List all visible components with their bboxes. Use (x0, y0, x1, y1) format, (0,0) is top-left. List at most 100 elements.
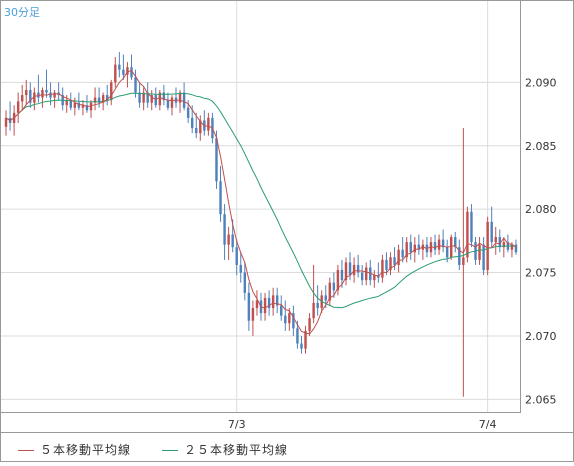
candle-body (405, 242, 408, 258)
candle (316, 285, 319, 316)
candle (267, 290, 271, 316)
candle-body (373, 275, 376, 281)
candle-body (29, 90, 32, 103)
grid-lines (0, 0, 520, 412)
candle-body (114, 64, 117, 83)
candle (243, 262, 247, 301)
candle-body (134, 77, 137, 93)
y-tick-label: 2.070 (525, 330, 557, 343)
timeframe-label: 30分足 (4, 6, 40, 19)
candle (284, 300, 287, 331)
candle-body (53, 92, 56, 98)
candle (12, 105, 16, 136)
candle (381, 254, 384, 283)
candle (33, 87, 36, 111)
candles (4, 51, 518, 397)
candle (308, 313, 311, 336)
candle (146, 82, 149, 108)
candle-body (89, 102, 93, 111)
candle-body (365, 267, 368, 281)
candle (174, 87, 178, 108)
candle (4, 110, 8, 136)
candle (336, 264, 340, 296)
candle-body (328, 282, 332, 301)
candle (203, 110, 206, 136)
candle-body (20, 95, 24, 102)
candle-body (369, 267, 372, 281)
candle-body (336, 270, 340, 291)
candle-body (466, 211, 469, 258)
candle-body (195, 128, 198, 134)
candle-body (478, 244, 481, 260)
candle (170, 95, 174, 116)
candle (20, 84, 24, 111)
candle (433, 234, 437, 255)
candle-body (207, 117, 210, 131)
candle-body (332, 282, 336, 291)
ma5-line (5, 70, 517, 335)
candle-body (73, 102, 77, 108)
candle-body (490, 221, 493, 243)
legend-swatch-ma5 (18, 450, 34, 451)
candle (280, 295, 283, 321)
candle-body (510, 244, 514, 250)
candle-body (239, 264, 242, 273)
candle (344, 257, 348, 286)
candle (470, 204, 473, 248)
candle (462, 128, 465, 397)
ma25-line (5, 92, 517, 309)
candle-body (130, 67, 133, 78)
y-tick-label: 2.080 (525, 203, 557, 216)
candle (389, 252, 392, 276)
y-tick-label: 2.090 (525, 76, 557, 89)
candle-body (263, 297, 267, 314)
candle (385, 252, 388, 276)
candle (142, 87, 145, 111)
candle (304, 325, 307, 354)
candle-body (344, 262, 348, 281)
candle (53, 90, 56, 108)
candle-body (186, 107, 190, 118)
candle-body (150, 95, 153, 103)
candle-body (498, 237, 502, 248)
candle-body (243, 272, 247, 293)
candle (37, 74, 40, 103)
candle-body (101, 95, 105, 103)
candle (441, 229, 445, 253)
candle (150, 90, 153, 111)
candle-body (267, 297, 271, 309)
candle-body (312, 302, 315, 319)
candle-body (166, 100, 170, 108)
candle-body (437, 239, 441, 250)
candle-body (170, 97, 174, 108)
candle (369, 259, 372, 286)
candle-body (77, 102, 81, 108)
candle-body (146, 92, 149, 103)
candle (373, 270, 376, 288)
legend-swatch-ma25 (162, 450, 178, 451)
candle-body (223, 214, 226, 245)
y-tick-label: 2.075 (525, 267, 557, 280)
candle-body (292, 313, 295, 329)
candle (332, 272, 336, 298)
candle (494, 226, 497, 255)
candle (300, 335, 303, 354)
candle (93, 87, 97, 111)
candle (482, 237, 485, 276)
candle-body (65, 100, 68, 106)
candle (199, 115, 202, 141)
candle (247, 282, 251, 331)
candle (118, 51, 121, 78)
candle (69, 92, 72, 111)
candle (138, 82, 141, 108)
candle (158, 90, 162, 111)
candle (312, 264, 315, 324)
candle (275, 287, 279, 314)
legend: ５本移動平均線 ２５本移動平均線 (0, 432, 574, 462)
candle-body (316, 302, 319, 309)
candle (490, 206, 493, 248)
candle-body (385, 259, 388, 271)
candle-body (235, 247, 238, 265)
candle-body (25, 90, 28, 96)
